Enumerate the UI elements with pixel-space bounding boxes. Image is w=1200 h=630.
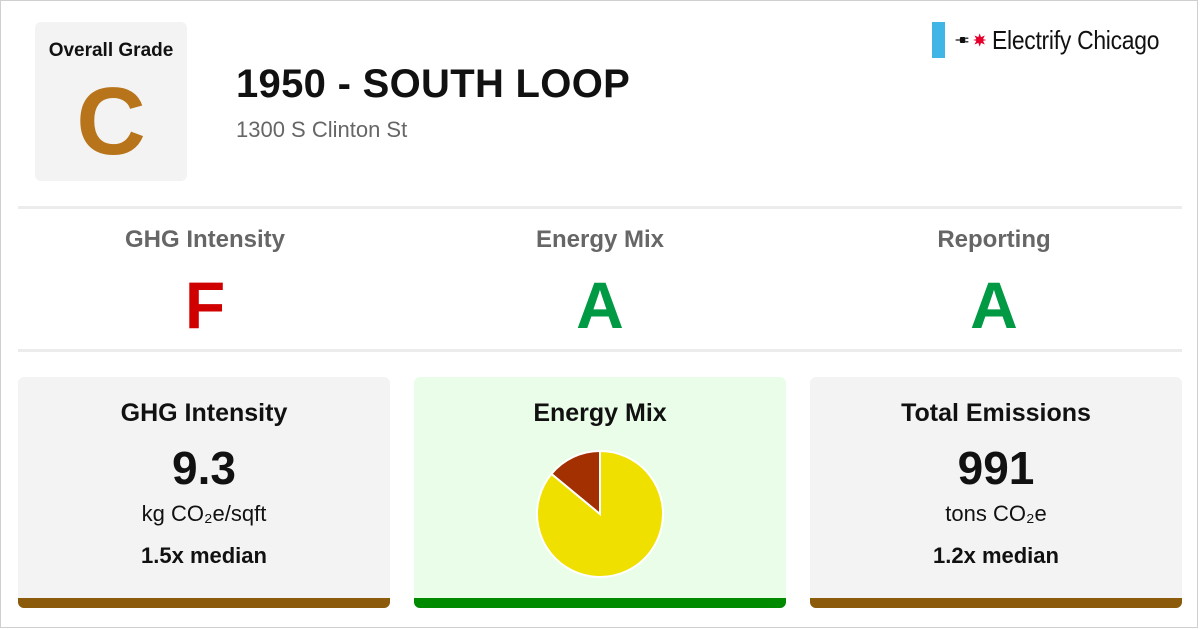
grade-label: GHG Intensity — [124, 226, 286, 253]
star-icon — [972, 33, 987, 47]
electrify-chicago-logo[interactable]: Electrify Chicago — [932, 22, 1182, 58]
grade-energy-mix: Energy Mix A — [410, 226, 790, 338]
grade-label: Reporting — [937, 226, 1051, 253]
logo-name: Electrify Chicago — [992, 24, 1160, 55]
plug-icon — [955, 36, 969, 44]
card-heading: Energy Mix — [533, 399, 667, 427]
pie-slice-1 — [550, 449, 601, 517]
grade-label: Energy Mix — [535, 226, 665, 253]
card-value: 9.3 — [172, 442, 236, 494]
overall-grade-label: Overall Grade — [48, 40, 174, 61]
card-unit: kg CO₂e/sqft — [141, 501, 267, 526]
card-color-bar — [18, 598, 390, 608]
overall-grade-letter: C — [76, 68, 146, 175]
total-emissions-card: Total Emissions 991 tons CO₂e 1.2x media… — [810, 377, 1182, 608]
grade-letter: F — [184, 268, 226, 342]
grade-reporting: Reporting A — [804, 226, 1184, 338]
grade-letter: A — [970, 268, 1018, 342]
card-median: 1.2x median — [933, 543, 1059, 568]
energy-mix-card: Energy Mix — [414, 377, 786, 608]
flag-icon — [932, 22, 946, 58]
card-value: 991 — [957, 442, 1035, 494]
card-color-bar — [414, 598, 786, 608]
energy-mix-pie-chart — [536, 449, 664, 578]
card-color-bar — [810, 598, 1182, 608]
card-unit: tons CO₂e — [945, 501, 1047, 526]
building-address: 1300 S Clinton St — [236, 117, 408, 142]
card-heading: GHG Intensity — [120, 399, 288, 427]
divider-top — [18, 206, 1182, 209]
overall-grade-box: Overall Grade C — [35, 22, 187, 181]
grade-letter: A — [576, 268, 624, 342]
card-median: 1.5x median — [141, 543, 267, 568]
card-heading: Total Emissions — [901, 399, 1091, 427]
ghg-intensity-card: GHG Intensity 9.3 kg CO₂e/sqft 1.5x medi… — [18, 377, 390, 608]
divider-bottom — [18, 349, 1182, 352]
grade-ghg-intensity: GHG Intensity F — [15, 226, 395, 338]
building-title: 1950 - SOUTH LOOP — [236, 62, 631, 106]
